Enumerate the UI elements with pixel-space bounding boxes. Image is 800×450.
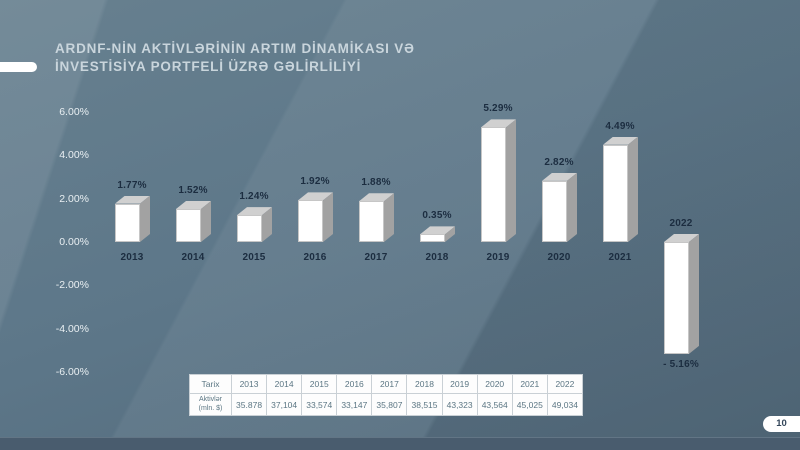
bar-year-label: 2021	[608, 252, 632, 263]
bar-2018	[420, 234, 445, 242]
bar-2013	[115, 203, 140, 242]
table-header-year: 2016	[336, 374, 373, 394]
bar-year-label: 2015	[242, 252, 266, 263]
bar-top-face	[481, 119, 516, 128]
bar-top-face	[237, 207, 272, 216]
table-cell-assets: 33,574	[301, 393, 338, 416]
bar-year-label: 2020	[547, 252, 571, 263]
table-header-year: 2018	[406, 374, 443, 394]
table-cell-assets: 35,807	[371, 393, 408, 416]
table-cell-assets: 49,034	[546, 393, 584, 416]
bar-top-face	[603, 136, 638, 145]
bar-year-label: 2014	[181, 252, 205, 263]
y-axis-tick: -2.00%	[55, 279, 89, 292]
table-header-year: 2021	[511, 374, 548, 394]
bar-value-label: 1.77%	[117, 179, 147, 191]
bar-side-face	[689, 234, 699, 354]
bar-side-face	[262, 207, 272, 242]
bar-value-label: 1.88%	[361, 177, 391, 189]
title-line-2: İNVESTİSİYA PORTFELİ ÜZRƏ GƏLİRLİLİYİ	[55, 59, 362, 74]
bar-2016	[298, 200, 323, 242]
table-cell-assets: 37,104	[266, 393, 303, 416]
table-cell-assets: 38,515	[406, 393, 443, 416]
page-number-badge: 10	[763, 416, 800, 432]
bar-top-face	[664, 234, 699, 242]
bar-year-label: 2013	[120, 252, 144, 263]
bar-2021	[603, 144, 628, 242]
bar-value-label: - 5.16%	[663, 358, 699, 370]
bar-year-label: 2018	[425, 252, 449, 263]
bar-value-label: 1.52%	[178, 185, 208, 197]
bar-value-label: 1.92%	[300, 176, 330, 188]
table-cell-assets: 43,323	[441, 393, 478, 416]
table-row-label: Aktivlər (mln. $)	[189, 393, 232, 416]
bar-top-face	[176, 201, 211, 210]
bar-value-label: 5.29%	[483, 103, 513, 115]
bar-value-label: 2.82%	[544, 156, 574, 168]
table-cell-assets: 35.878	[230, 393, 268, 416]
bar-year-label: 2019	[486, 252, 510, 263]
y-axis-tick: 0.00%	[59, 236, 89, 248]
bar-top-face	[359, 193, 394, 202]
y-axis-tick: 2.00%	[59, 192, 89, 205]
page-number: 10	[776, 418, 787, 429]
table-header-year: 2015	[301, 374, 338, 394]
bar-2022	[664, 242, 689, 354]
bar-top-face	[542, 172, 577, 181]
bar-top-face	[420, 226, 455, 235]
y-axis-tick: 4.00%	[59, 149, 89, 162]
bar-2015	[237, 215, 262, 242]
bar-side-face	[445, 226, 455, 242]
table-cell-assets: 33,147	[336, 393, 373, 416]
bar-side-face	[201, 201, 211, 242]
bar-value-label: 4.49%	[605, 120, 635, 132]
bar-side-face	[384, 193, 394, 242]
table-cell-assets: 45,025	[511, 393, 548, 416]
bar-side-face	[567, 172, 577, 242]
table-header-tarix: Tarix	[189, 374, 232, 394]
table-header-year: 2022	[546, 374, 584, 394]
bar-top-face	[298, 192, 333, 201]
table-cell-assets: 43,564	[476, 393, 513, 416]
title-line-1: ARDNF-NİN AKTİVLƏRİNİN ARTIM DİNAMİKASI …	[55, 41, 415, 56]
table-header-year: 2019	[441, 374, 478, 394]
bar-year-label: 2016	[303, 252, 327, 263]
table-header-year: 2020	[476, 374, 513, 394]
assets-table: Tarix 2013 2014 2015 2016 2017 2018 2019 2020 202…	[189, 374, 584, 416]
table-header-year: 2017	[371, 374, 408, 394]
slide-title: ARDNF-NİN AKTİVLƏRİNİN ARTIM DİNAMİKASI …	[55, 40, 415, 76]
footer-band	[0, 437, 800, 450]
bar-side-face	[506, 119, 516, 242]
table-header-year: 2013	[230, 374, 268, 394]
bar-value-label: 1.24%	[239, 191, 269, 203]
y-axis-tick: -6.00%	[55, 366, 89, 379]
bar-top-face	[115, 195, 150, 204]
y-axis-tick: -4.00%	[55, 322, 89, 335]
table-header-year: 2014	[266, 374, 303, 394]
bar-2020	[542, 180, 567, 242]
bar-2019	[481, 127, 506, 242]
bar-year-label: 2022	[669, 218, 693, 229]
title-accent-bar	[0, 62, 37, 72]
bar-side-face	[628, 136, 638, 242]
bar-2017	[359, 201, 384, 242]
y-axis-tick: 6.00%	[59, 105, 89, 118]
bar-side-face	[140, 195, 150, 242]
bar-side-face	[323, 192, 333, 242]
bar-year-label: 2017	[364, 252, 388, 263]
bar-2014	[176, 209, 201, 242]
bar-value-label: 0.35%	[422, 210, 452, 222]
